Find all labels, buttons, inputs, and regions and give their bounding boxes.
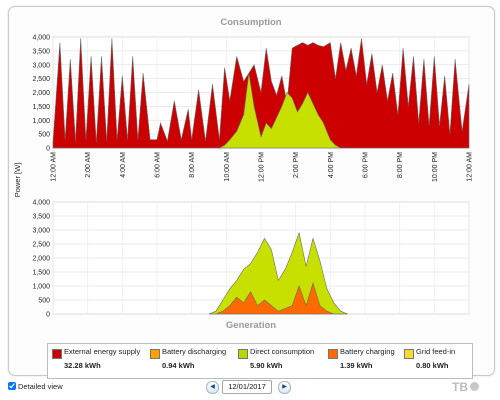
generation-y-tick-label: 1,000 xyxy=(32,284,50,291)
help-icon[interactable] xyxy=(470,382,479,391)
previous-day-button[interactable]: ◀ xyxy=(206,381,219,394)
legend-value: 0.80 kWh xyxy=(416,361,449,370)
consumption-x-tick-label: 8:00 AM xyxy=(189,152,196,178)
generation-y-tick-label: 4,000 xyxy=(32,200,50,207)
consumption-y-tick-label: 3,500 xyxy=(32,48,50,55)
consumption-x-tick-label: 4:00 PM xyxy=(328,152,335,178)
generation-y-tick-label: 2,500 xyxy=(32,242,50,249)
detailed-view-toggle[interactable]: Detailed view xyxy=(8,382,63,391)
legend-label: Grid feed-in xyxy=(416,347,456,356)
generation-y-tick-label: 2,000 xyxy=(32,256,50,263)
legend: External energy supply 32.28 kWh Battery… xyxy=(47,343,473,379)
consumption-x-tick-label: 6:00 PM xyxy=(363,152,370,178)
legend-label: Battery charging xyxy=(340,347,395,356)
consumption-title: Consumption xyxy=(220,17,281,28)
generation-y-tick-label: 500 xyxy=(38,298,50,305)
generation-y-tick-label: 3,000 xyxy=(32,228,50,235)
consumption-x-tick-label: 12:00 AM xyxy=(51,152,58,182)
energy-charts: Consumption Generation Power [W] 0 500 1,0… xyxy=(13,17,474,331)
detailed-view-label: Detailed view xyxy=(18,382,63,391)
consumption-x-tick-label: 2:00 PM xyxy=(293,152,300,178)
generation-title: Generation xyxy=(226,320,276,331)
chevron-left-icon: ◀ xyxy=(210,384,215,390)
legend-value: 1.39 kWh xyxy=(340,361,373,370)
consumption-x-tick-label: 4:00 AM xyxy=(120,152,127,178)
consumption-y-tick-label: 0 xyxy=(46,146,50,153)
next-day-button[interactable]: ▶ xyxy=(278,381,291,394)
consumption-y-tick-label: 500 xyxy=(38,132,50,139)
consumption-x-tick-label: 6:00 AM xyxy=(155,152,162,178)
legend-swatch xyxy=(52,349,62,359)
generation-y-tick-label: 0 xyxy=(46,312,50,319)
consumption-series-direct-consumption xyxy=(53,73,469,149)
legend-value: 5.90 kWh xyxy=(250,361,283,370)
generation-y-tick-label: 1,500 xyxy=(32,270,50,277)
consumption-y-tick-label: 1,500 xyxy=(32,104,50,111)
chevron-right-icon: ▶ xyxy=(282,384,287,390)
consumption-x-tick-label: 10:00 PM xyxy=(432,152,439,182)
generation-chart: 0 500 1,000 1,500 2,000 2,500 3,000 3,500 4,000 xyxy=(32,200,470,319)
legend-swatch xyxy=(238,349,248,359)
energy-balance-panel: Consumption Generation Power [W] 0 500 1,0… xyxy=(8,6,495,379)
consumption-y-tick-label: 4,000 xyxy=(32,35,50,42)
legend-value: 0.94 kWh xyxy=(162,361,195,370)
date-picker[interactable]: 12/01/2017 xyxy=(222,380,272,394)
legend-label: Battery discharging xyxy=(162,347,227,356)
legend-swatch xyxy=(404,349,414,359)
consumption-y-tick-label: 1,000 xyxy=(32,118,50,125)
footer-bar: Detailed view ◀ 12/01/2017 ▶ TB xyxy=(0,378,500,398)
brand-logo: TB xyxy=(452,380,468,394)
legend-swatch xyxy=(328,349,338,359)
generation-series-battery-charging xyxy=(209,282,348,315)
consumption-x-tick-label: 2:00 AM xyxy=(85,152,92,178)
consumption-y-tick-label: 2,500 xyxy=(32,76,50,83)
consumption-x-tick-label: 8:00 PM xyxy=(397,152,404,178)
y-axis-label: Power [W] xyxy=(13,163,22,198)
generation-y-tick-label: 3,500 xyxy=(32,214,50,221)
consumption-series-external-energy-supply xyxy=(52,38,470,149)
legend-swatch xyxy=(150,349,160,359)
consumption-x-tick-label: 12:00 AM xyxy=(467,152,474,182)
detailed-view-checkbox[interactable] xyxy=(8,382,16,390)
consumption-chart: 0 500 1,000 1,500 2,000 2,500 3,000 3,500 4,000 1… xyxy=(32,35,473,182)
consumption-y-tick-label: 2,000 xyxy=(32,90,50,97)
legend-label: External energy supply xyxy=(64,347,141,356)
consumption-x-tick-label: 12:00 PM xyxy=(259,152,266,182)
consumption-y-tick-label: 3,000 xyxy=(32,62,50,69)
consumption-x-tick-label: 10:00 AM xyxy=(224,152,231,182)
legend-value: 32.28 kWh xyxy=(64,361,101,370)
legend-label: Direct consumption xyxy=(250,347,315,356)
